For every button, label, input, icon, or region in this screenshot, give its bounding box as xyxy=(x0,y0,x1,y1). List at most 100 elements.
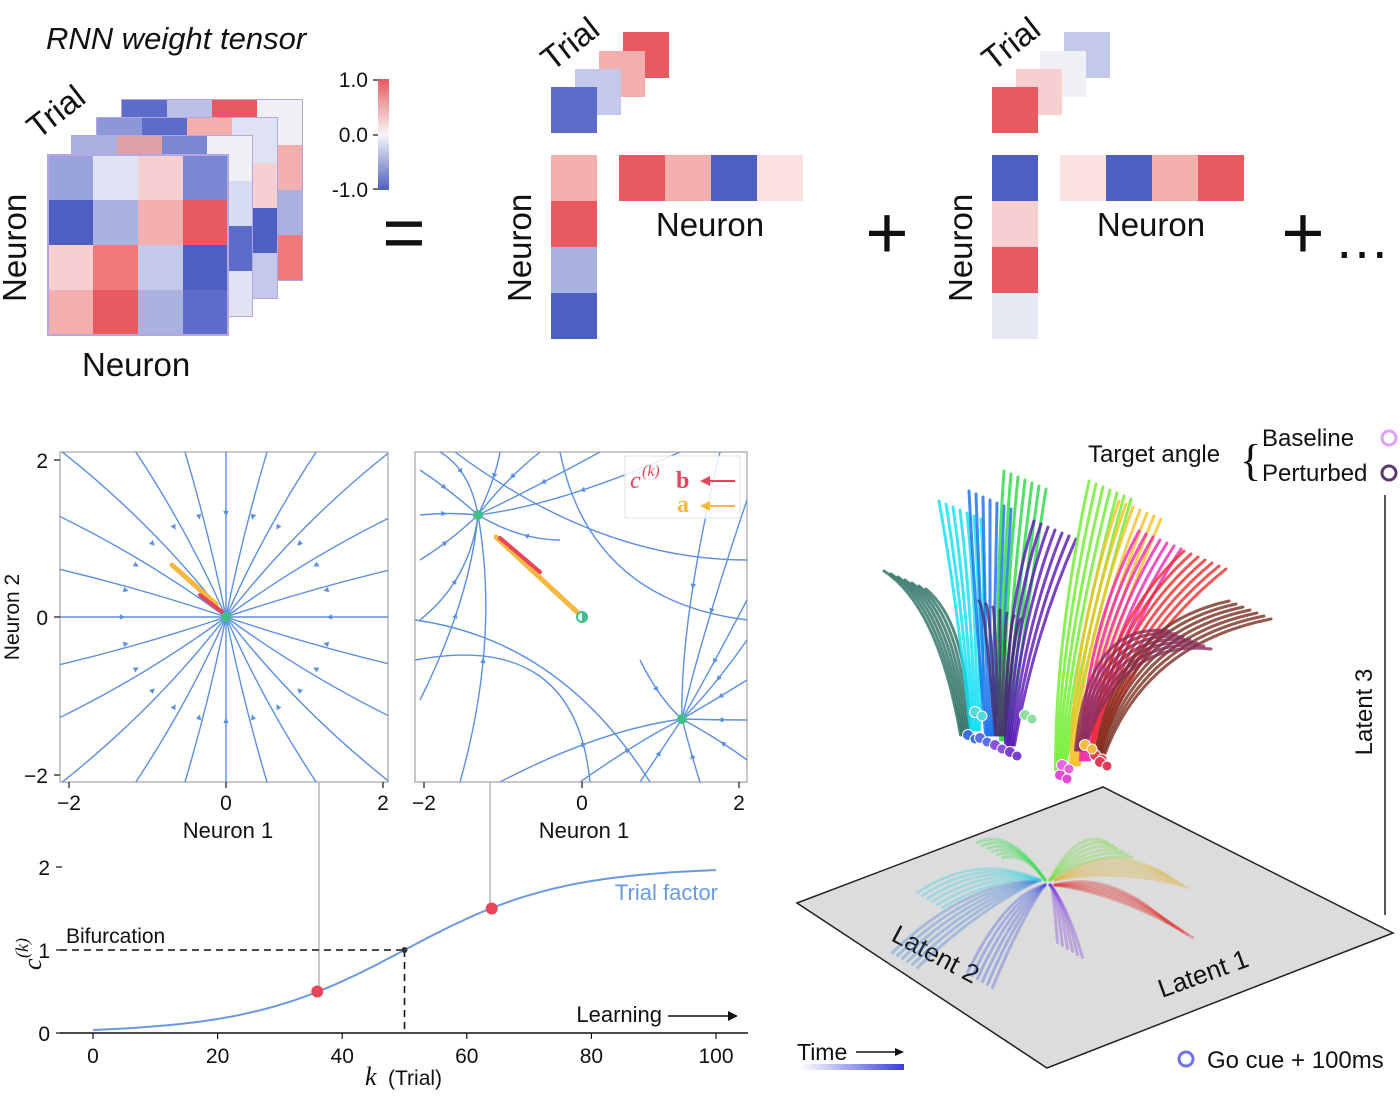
equals-sign: = xyxy=(382,191,425,274)
floor-trajectory-strand xyxy=(1053,867,1179,883)
streamline-arrow xyxy=(457,467,463,474)
trajectory-strand xyxy=(967,489,987,737)
trajectory-strand xyxy=(1008,528,1057,747)
phase-right-xtick-neg2: −2 xyxy=(412,792,436,815)
streamline xyxy=(681,679,747,720)
tensor-neuron-x-label: Neuron xyxy=(82,346,190,383)
floor-projection-trajectories xyxy=(891,837,1194,989)
streamline-arrow xyxy=(122,641,129,648)
streamline-arrow xyxy=(149,688,155,694)
tensor-slices xyxy=(47,99,303,336)
trial-factor-series-label: Trial factor xyxy=(615,880,718,905)
streamline xyxy=(225,616,268,782)
trajectory-strand xyxy=(1090,552,1193,757)
streamline xyxy=(225,616,388,665)
plus-sign-2: + xyxy=(1281,191,1324,274)
streamline xyxy=(225,616,318,782)
latent3-label: Latent 3 xyxy=(1351,669,1378,756)
phase-left-xlabel: Neuron 1 xyxy=(183,818,274,843)
trajectory-strand xyxy=(1007,525,1050,747)
streamline-arrow xyxy=(326,614,333,620)
chart-ticks: 0 20 40 60 80 100 0 1 2 xyxy=(38,857,733,1068)
streamline xyxy=(225,616,388,717)
floor-trajectory-strand xyxy=(1053,880,1169,924)
trajectory-strand xyxy=(882,569,962,737)
streamline xyxy=(419,514,479,621)
floor-trajectory-strand xyxy=(1053,883,1184,933)
streamline xyxy=(681,599,747,720)
streamline xyxy=(559,452,747,621)
streamline xyxy=(681,718,701,782)
trajectory-strand xyxy=(958,508,977,732)
legend-a-label: a xyxy=(677,492,689,518)
component2-neuron-x-label: Neuron xyxy=(1097,206,1205,243)
streamline xyxy=(60,515,227,618)
chart-ylabel: c xyxy=(18,958,47,970)
streamline xyxy=(134,616,227,782)
trajectory-strand xyxy=(1010,531,1064,747)
floor-trajectory-strand xyxy=(931,875,1042,903)
streamline xyxy=(225,452,318,618)
streamline-arrow xyxy=(480,657,486,664)
streamline-arrow xyxy=(250,714,257,721)
trajectory-strand xyxy=(1101,614,1266,757)
floor-trajectory-strand xyxy=(976,883,1047,980)
streamline xyxy=(60,616,227,719)
component1-neuron-x-label: Neuron xyxy=(656,206,764,243)
chart-xtick-label: 20 xyxy=(206,1045,229,1068)
component1-neuron-y-label: Neuron xyxy=(501,194,538,302)
highlight-point-2 xyxy=(485,902,498,915)
legend-perturbed-ring-icon xyxy=(1380,464,1398,482)
phase-ytick-0: 0 xyxy=(36,607,48,630)
time-colorbar: Time xyxy=(797,1039,904,1070)
floor-trajectory-strand xyxy=(991,848,1047,882)
streamline-arrow xyxy=(223,717,229,724)
legend-b-label: b xyxy=(676,468,689,494)
streamline-arrow xyxy=(690,583,697,590)
streamline-arrow xyxy=(223,510,229,517)
floor-trajectory-strand xyxy=(996,851,1047,882)
neural-trajectories-3d xyxy=(882,469,1273,772)
chart-ytick-label: 0 xyxy=(38,1023,50,1046)
floor-trajectory-strand xyxy=(986,883,1047,986)
trajectory-strand xyxy=(1075,631,1178,752)
trajectory-strand xyxy=(1081,643,1206,752)
streamline-arrow xyxy=(119,614,126,620)
trajectory-strand xyxy=(1011,534,1071,747)
phase-portrait-left xyxy=(59,451,389,783)
streamline-arrow xyxy=(276,704,282,711)
streamline-arrow xyxy=(717,692,724,698)
streamline-arrow xyxy=(132,561,139,567)
streamline-arrow xyxy=(149,540,155,546)
streamline xyxy=(477,452,601,516)
chart-xtick-label: 100 xyxy=(698,1045,733,1068)
streamline xyxy=(225,452,268,618)
trajectory-strand xyxy=(1055,482,1098,772)
trajectory-strand xyxy=(977,599,997,737)
streamline-arrow xyxy=(451,578,457,585)
phase-left-streamlines xyxy=(60,452,388,782)
streamline-arrow xyxy=(323,586,330,593)
phase-right-vector-b xyxy=(498,536,542,574)
bifurcation-label: Bifurcation xyxy=(66,925,165,948)
streamline xyxy=(681,718,747,721)
floor-trajectory-strand xyxy=(981,841,1047,882)
phase-right-vector-a xyxy=(493,534,580,615)
streamline xyxy=(184,452,227,618)
floor-trajectory-strand xyxy=(1048,837,1109,882)
trajectory-strand xyxy=(1003,617,1023,737)
streamline-arrow xyxy=(122,586,129,593)
colorbar-tick-min: -1.0 xyxy=(332,179,368,202)
streamline xyxy=(60,568,227,618)
legend-c-label: c xyxy=(630,468,641,494)
floor-trajectory-strand xyxy=(966,883,1047,974)
phase-right-xtick-0: 0 xyxy=(576,792,588,815)
floor-trajectory-strand xyxy=(901,878,1042,960)
phase-ytick-neg2: −2 xyxy=(24,765,48,788)
time-label: Time xyxy=(797,1039,847,1065)
trajectory-strand xyxy=(1000,611,1009,737)
floor-trajectory-strand xyxy=(916,867,1042,894)
trajectory-strand xyxy=(1095,602,1238,757)
trajectory-strand xyxy=(1013,537,1078,747)
streamline-arrow xyxy=(297,688,303,694)
